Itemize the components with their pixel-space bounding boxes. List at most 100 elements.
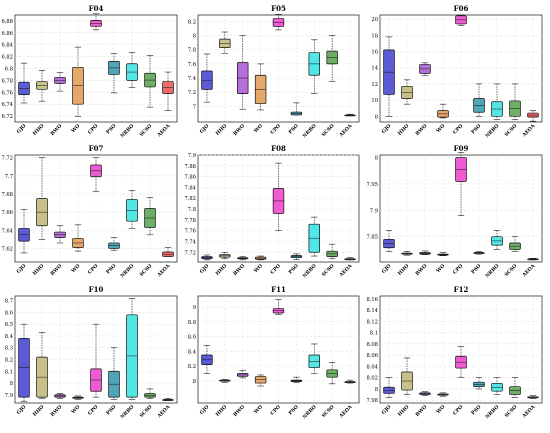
- box-pso: [290, 376, 303, 383]
- x-tick-label: BWO: [50, 263, 64, 277]
- box-wo: [254, 63, 267, 111]
- y-tick-label: 7.82: [184, 196, 196, 202]
- chart-panel-f07: F07 7.62 7.64 7.66 7.68 7.7 7.72 GJO HHO BWO WO CPO…: [1, 144, 178, 279]
- x-tick-label: SCSO: [321, 263, 336, 278]
- x-tick-label: GJO: [199, 404, 211, 416]
- x-tick-label: BWO: [50, 404, 64, 418]
- chart-title: F05: [271, 4, 286, 13]
- x-tick-label: HHO: [397, 404, 411, 418]
- y-tick-label: 8.5: [5, 322, 13, 328]
- box-aeoa: [344, 379, 356, 384]
- x-tick-label: AEOA: [338, 404, 354, 420]
- x-tick-label: PSO: [288, 123, 300, 135]
- y-tick-label: 8.06: [366, 353, 378, 359]
- box-aeoa: [344, 257, 356, 261]
- y-tick-label: 8.08: [366, 342, 378, 348]
- x-tick-label: BWO: [50, 123, 64, 137]
- box-wo: [437, 103, 449, 119]
- box-scso: [326, 362, 338, 385]
- box-nrbo: [308, 216, 320, 257]
- x-tick-label: AEOA: [521, 404, 537, 420]
- x-tick-label: GJO: [16, 263, 28, 275]
- box-aeoa: [527, 395, 539, 399]
- y-tick-label: 8.16: [366, 297, 378, 303]
- x-tick-label: CPO: [452, 404, 464, 416]
- chart-title: F04: [89, 4, 104, 13]
- box-bwo: [54, 72, 66, 92]
- x-tick-label: CPO: [87, 123, 99, 135]
- x-tick-label: SCSO: [139, 123, 154, 138]
- x-tick-label: WO: [435, 123, 447, 135]
- chart-panel-f04: F04 6.72 6.74 6.76 6.78 6.8 6.82 6.84 6.86 6.88 GJ…: [1, 4, 178, 139]
- y-tick-label: 7.9: [370, 208, 378, 214]
- box-aeoa: [527, 110, 539, 122]
- box-hho: [36, 69, 48, 102]
- x-tick-label: WO: [435, 263, 447, 275]
- box-wo: [72, 224, 84, 252]
- x-tick-label: HHO: [397, 123, 411, 137]
- x-tick-label: WO: [70, 123, 82, 135]
- x-tick-label: BWO: [415, 263, 429, 277]
- y-tick-label: 6.82: [1, 55, 13, 61]
- y-tick-label: 8.12: [366, 319, 378, 325]
- chart-title: F12: [454, 285, 469, 294]
- box-nrbo: [308, 343, 320, 374]
- y-tick-label: 12: [371, 82, 378, 88]
- box-bwo: [237, 35, 249, 110]
- box-nrbo: [491, 83, 503, 120]
- x-tick-label: GJO: [381, 404, 393, 416]
- y-tick-label: 7.85: [366, 235, 378, 241]
- box-gjo: [18, 62, 30, 104]
- x-tick-label: NRBO: [119, 263, 135, 279]
- y-tick-label: 16: [371, 49, 378, 55]
- box-aeoa: [527, 258, 539, 261]
- box-pso: [290, 253, 303, 260]
- y-tick-label: 8: [10, 381, 13, 387]
- box-scso: [509, 377, 521, 398]
- y-tick-label: 8: [375, 114, 378, 120]
- x-tick-label: PSO: [470, 404, 482, 416]
- y-tick-label: 6.84: [1, 43, 13, 49]
- x-tick-label: NRBO: [484, 404, 500, 420]
- x-tick-label: GJO: [16, 404, 28, 416]
- x-tick-label: SCSO: [321, 404, 336, 419]
- y-tick-label: 7.95: [366, 182, 378, 188]
- y-tick-label: 7.68: [1, 192, 13, 198]
- x-tick-label: HHO: [215, 123, 229, 137]
- box-pso: [108, 237, 120, 251]
- chart-title: F09: [454, 144, 469, 153]
- x-tick-label: CPO: [87, 404, 99, 416]
- x-tick-label: GJO: [16, 123, 28, 135]
- y-tick-label: 8.3: [5, 346, 13, 352]
- y-tick-label: 7.66: [1, 210, 13, 216]
- x-tick-label: NRBO: [484, 123, 500, 139]
- y-tick-label: 10: [371, 98, 378, 104]
- y-tick-label: 7.64: [1, 228, 13, 234]
- box-hho: [401, 79, 413, 105]
- y-tick-label: 7.74: [184, 239, 196, 245]
- box-hho: [219, 31, 231, 54]
- y-tick-label: 20: [371, 17, 378, 23]
- x-tick-label: BWO: [232, 123, 246, 137]
- x-tick-label: NRBO: [302, 263, 318, 279]
- y-tick-label: 7.62: [1, 246, 13, 252]
- x-tick-label: SCSO: [321, 123, 336, 138]
- x-tick-label: PSO: [105, 404, 117, 416]
- box-hho: [401, 251, 413, 256]
- x-tick-label: SCSO: [504, 123, 519, 138]
- box-scso: [144, 388, 156, 399]
- box-aeoa: [162, 71, 174, 112]
- box-pso: [108, 53, 120, 94]
- box-cpo: [272, 13, 285, 31]
- x-tick-label: WO: [70, 263, 82, 275]
- x-tick-label: CPO: [452, 263, 464, 275]
- y-tick-label: 6.78: [1, 78, 13, 84]
- x-tick-label: NRBO: [302, 404, 318, 420]
- x-tick-label: SCSO: [504, 263, 519, 278]
- box-bwo: [237, 370, 249, 379]
- x-tick-label: GJO: [381, 263, 393, 275]
- y-tick-label: 7.88: [184, 164, 196, 170]
- chart-panel-f09: F09 7.85 7.9 7.95 8 GJO HHO BWO WO CPO PSO NRBO SCSO…: [366, 144, 543, 279]
- y-tick-label: 6.74: [1, 102, 13, 108]
